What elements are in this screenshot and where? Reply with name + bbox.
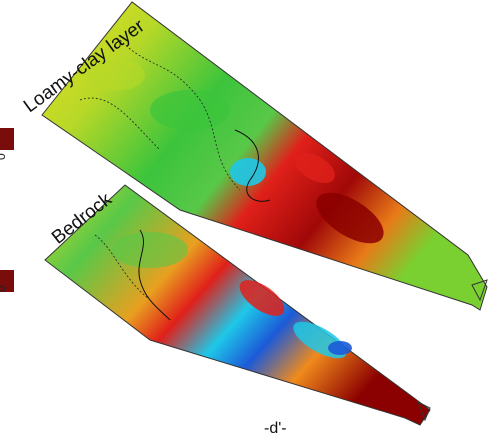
bedrock-layer-panel	[44, 184, 431, 426]
high-zone	[239, 280, 285, 316]
low-zone	[328, 341, 352, 355]
legend-cut-tick-top: 0	[0, 153, 8, 160]
contour-line	[119, 39, 241, 191]
contour-line	[234, 129, 271, 202]
high-zone	[391, 396, 419, 414]
high-zone	[295, 152, 335, 184]
loamy-clay-layer-panel	[41, 1, 488, 311]
contour-line	[79, 97, 161, 151]
contour-line	[94, 234, 151, 301]
mid-zone	[112, 232, 188, 268]
corner-marker	[471, 279, 488, 302]
mid-zone	[85, 59, 145, 91]
legend-swatch-top	[0, 128, 14, 150]
legend-swatch-bottom	[0, 270, 14, 292]
contour-line	[138, 229, 171, 321]
mid-zone	[150, 90, 230, 130]
low-zone	[230, 158, 266, 186]
legend-cut-tick-bottom: 0	[0, 285, 8, 292]
corner-marker	[417, 400, 431, 422]
high-zone	[316, 192, 384, 244]
panel-label: -d'-	[264, 420, 287, 437]
